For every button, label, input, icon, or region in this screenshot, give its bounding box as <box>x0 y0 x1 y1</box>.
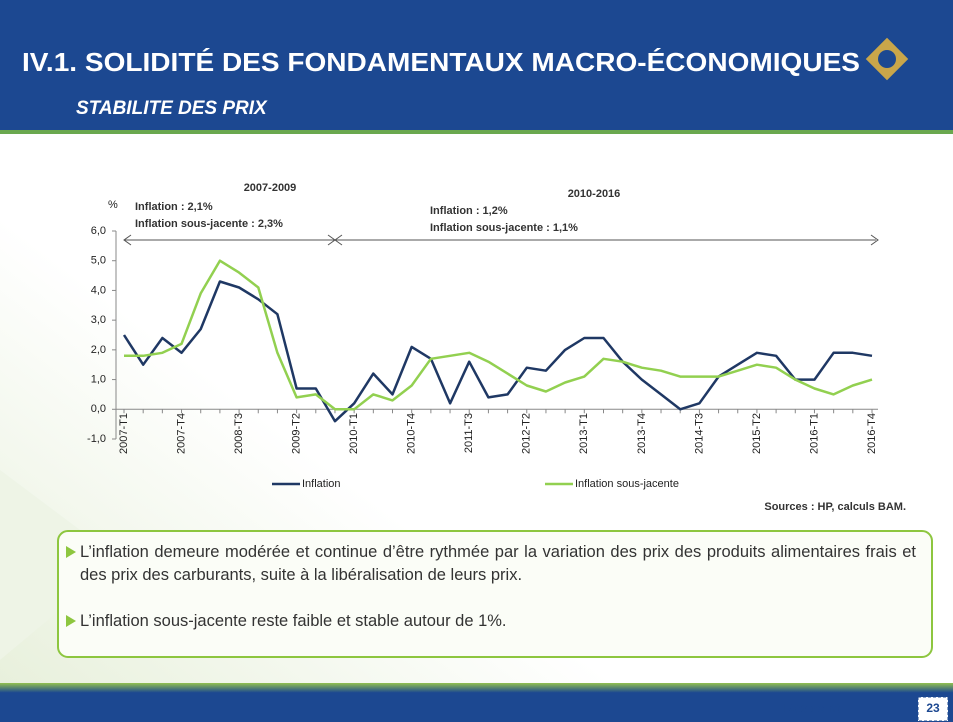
footer <box>0 683 953 722</box>
x-tick-label: 2015-T2 <box>751 413 763 454</box>
x-tick-label: 2010-T4 <box>406 413 418 454</box>
logo-mark <box>878 50 896 68</box>
y-tick-label: -1,0 <box>87 433 106 445</box>
annotation: Inflation : 2,1% <box>135 201 213 213</box>
x-tick-label: 2013-T1 <box>578 413 590 454</box>
y-tick-label: 2,0 <box>91 344 106 356</box>
x-tick-label: 2007-T1 <box>118 413 130 454</box>
y-axis-label: % <box>108 199 118 211</box>
x-tick-label: 2008-T3 <box>233 413 245 454</box>
annotation: 2007-2009 <box>244 182 297 194</box>
bullet-icon <box>66 546 76 558</box>
bullet-box <box>57 530 933 658</box>
page-box <box>917 696 949 722</box>
y-tick-label: 3,0 <box>91 314 106 326</box>
bullet: L’inflation demeure modérée et continue … <box>80 543 916 584</box>
x-tick-label: 2016-T1 <box>808 413 820 454</box>
y-tick-label: 0,0 <box>91 403 106 415</box>
y-tick-label: 4,0 <box>91 284 106 296</box>
annotation: Inflation sous-jacente : 1,1% <box>430 222 578 234</box>
y-tick-label: 1,0 <box>91 373 106 385</box>
x-tick-label: 2014-T3 <box>693 413 705 454</box>
bullet-icon <box>66 615 76 627</box>
legend-label: Inflation sous-jacente <box>575 478 679 490</box>
x-tick-label: 2009-T2 <box>291 413 303 454</box>
bullet: L’inflation sous-jacente reste faible et… <box>80 612 507 630</box>
x-tick-label: 2016-T4 <box>866 413 878 454</box>
classification: Restreint <box>784 700 841 715</box>
x-tick-label: 2011-T3 <box>463 413 475 453</box>
x-tick-label: 2010-T1 <box>348 413 360 454</box>
x-tick-label: 2012-T2 <box>521 413 533 454</box>
header-line <box>0 130 953 134</box>
x-tick-label: 2013-T4 <box>636 413 648 454</box>
source: Sources : HP, calculs BAM. <box>764 501 906 513</box>
annotation: Inflation sous-jacente : 2,3% <box>135 218 283 230</box>
legend-label: Inflation <box>302 478 341 490</box>
slide-subtitle: STABILITE DES PRIX <box>76 98 268 119</box>
series-line <box>122 280 873 423</box>
period-arrows <box>123 234 879 246</box>
annotation: Inflation : 1,2% <box>430 205 508 217</box>
y-tick-label: 6,0 <box>91 225 106 237</box>
slide-title: IV.1. SOLIDITÉ DES FONDAMENTAUX MACRO-ÉC… <box>22 47 860 77</box>
series-line <box>124 259 873 411</box>
annotation: 2010-2016 <box>568 188 621 200</box>
page-number: 23 <box>926 701 940 715</box>
x-tick-label: 2007-T4 <box>175 413 187 454</box>
header <box>0 0 953 130</box>
y-tick-label: 5,0 <box>91 255 106 267</box>
